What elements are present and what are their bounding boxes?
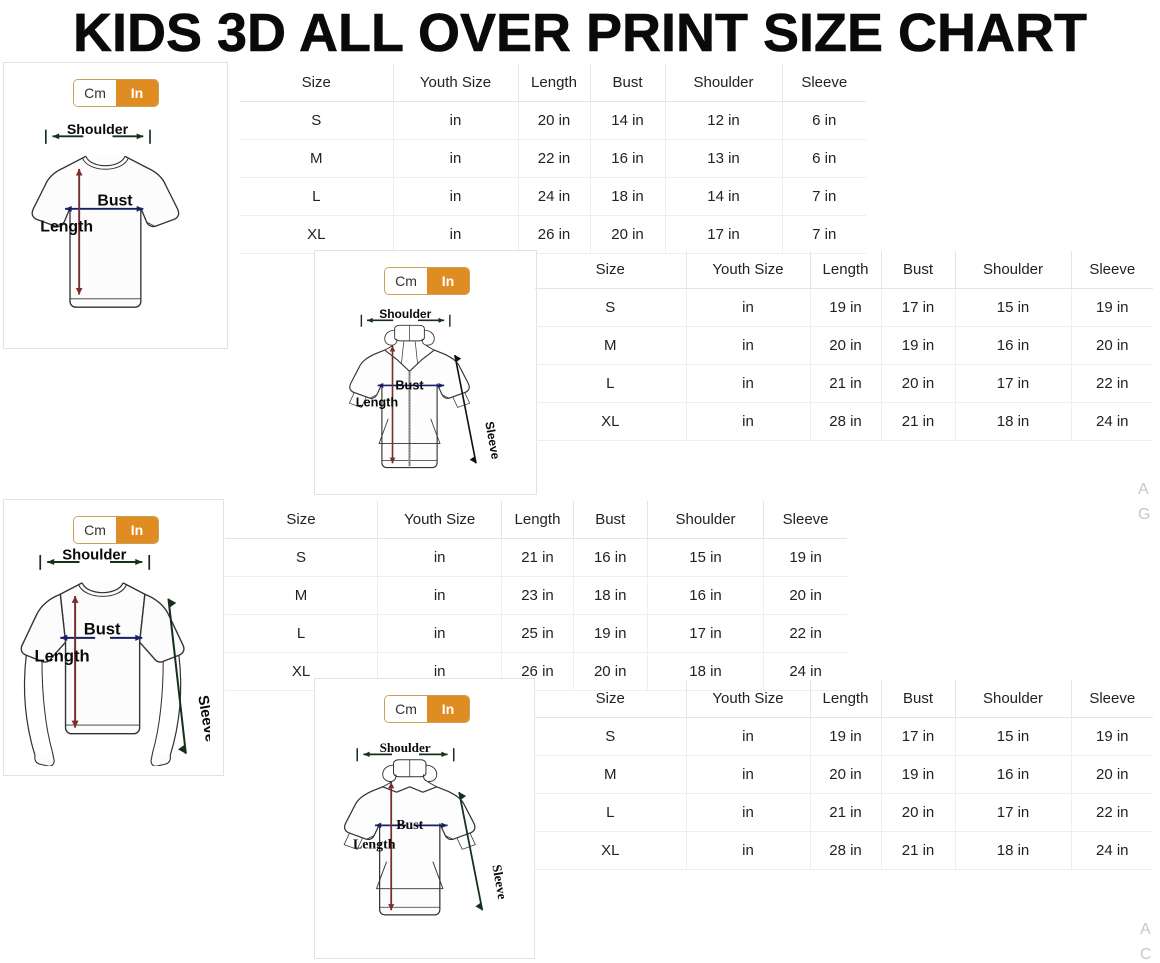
- svg-text:Sleeve: Sleeve: [489, 863, 505, 900]
- svg-text:Bust: Bust: [97, 193, 133, 210]
- svg-text:Bust: Bust: [395, 378, 424, 393]
- svg-text:Length: Length: [40, 218, 93, 235]
- svg-text:Sleeve: Sleeve: [194, 694, 210, 743]
- svg-text:Bust: Bust: [84, 619, 121, 638]
- svg-text:Bust: Bust: [396, 818, 423, 833]
- svg-text:Length: Length: [356, 395, 398, 410]
- svg-text:Shoulder: Shoulder: [62, 548, 126, 563]
- svg-text:Shoulder: Shoulder: [379, 309, 431, 321]
- svg-text:Shoulder: Shoulder: [67, 122, 129, 138]
- svg-text:Length: Length: [353, 838, 396, 853]
- svg-text:Sleeve: Sleeve: [482, 420, 502, 460]
- svg-text:Length: Length: [34, 646, 89, 665]
- svg-text:Shoulder: Shoulder: [380, 742, 431, 755]
